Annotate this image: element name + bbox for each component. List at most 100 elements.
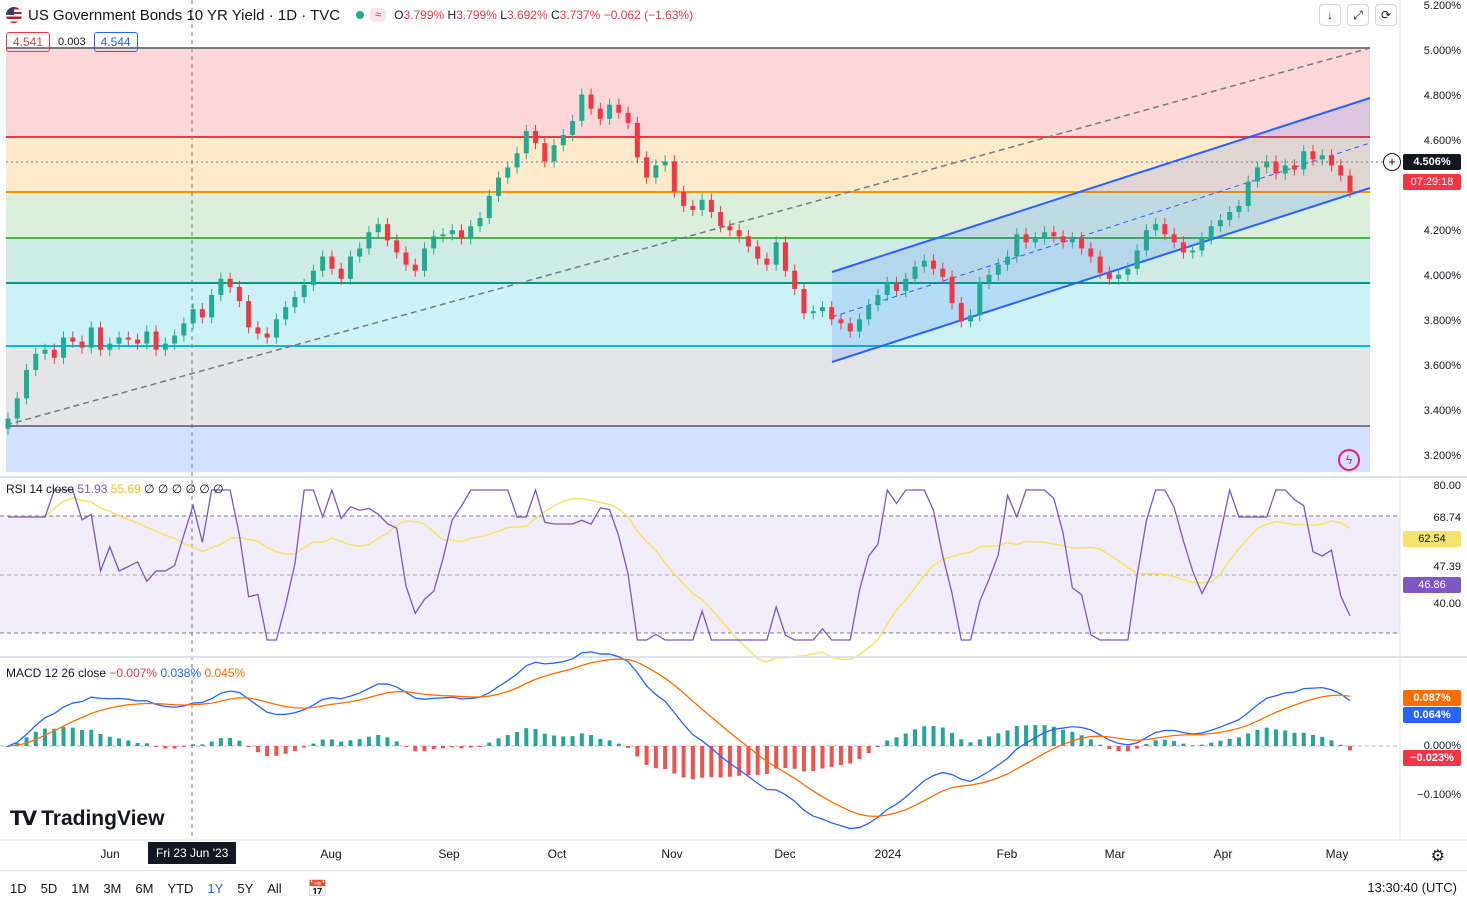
- macd-histogram-bar: [181, 746, 186, 748]
- candle-body: [403, 252, 409, 265]
- utc-clock[interactable]: 13:30:40 (UTC): [1367, 880, 1457, 895]
- candle-body: [116, 337, 122, 344]
- fib-band: [6, 48, 1370, 137]
- macd-histogram-bar: [422, 746, 427, 751]
- candle-body: [1338, 165, 1344, 176]
- candle-body: [755, 246, 761, 259]
- us-flag-icon: [6, 7, 22, 23]
- candle-body: [699, 199, 705, 210]
- timeframe-ytd[interactable]: YTD: [167, 881, 194, 896]
- calendar-icon[interactable]: 📅: [307, 880, 328, 898]
- macd-legend[interactable]: MACD 12 26 close −0.007% 0.038% 0.045%: [6, 666, 246, 680]
- macd-histogram-bar: [1125, 746, 1130, 752]
- main-chart[interactable]: [0, 0, 1467, 870]
- macd-histogram-bar: [274, 746, 279, 756]
- macd-histogram-bar: [1135, 746, 1140, 749]
- rsi-legend[interactable]: RSI 14 close 51.93 55.69 ∅ ∅ ∅ ∅ ∅ ∅: [6, 482, 224, 496]
- candle-body: [394, 240, 400, 253]
- candle-body: [236, 286, 242, 302]
- macd-histogram-bar: [385, 737, 390, 746]
- macd-histogram-bar: [1088, 739, 1093, 746]
- rsi-ma-line: [8, 497, 1351, 663]
- refresh-icon[interactable]: ⟳: [1375, 4, 1397, 26]
- candle-body: [1171, 234, 1177, 243]
- candle-body: [273, 319, 279, 338]
- candle-body: [264, 333, 270, 338]
- approx-badge[interactable]: ≈: [370, 8, 387, 22]
- macd-histogram-bar: [866, 746, 871, 754]
- macd-histogram-bar: [6, 746, 10, 747]
- candle-body: [634, 122, 640, 158]
- crosshair-add-icon[interactable]: +: [1383, 153, 1401, 171]
- candle-body: [1190, 250, 1196, 253]
- timeframe-6m[interactable]: 6M: [135, 881, 154, 896]
- macd-histogram-bar: [366, 736, 371, 746]
- candle-body: [644, 157, 650, 178]
- macd-histogram-bar: [524, 728, 529, 746]
- timeframe-3m[interactable]: 3M: [103, 881, 122, 896]
- ask-box[interactable]: 4.544: [93, 32, 138, 52]
- candle-body: [421, 248, 427, 271]
- candle-body: [24, 369, 30, 399]
- macd-histogram-bar: [1181, 743, 1186, 746]
- candle-body: [227, 278, 233, 287]
- macd-histogram-bar: [43, 728, 48, 746]
- fib-band: [6, 426, 1370, 472]
- market-status-dot: [356, 11, 365, 19]
- candle-body: [875, 295, 881, 306]
- macd-histogram-bar: [1061, 729, 1066, 746]
- time-tick-label: Aug: [320, 847, 342, 861]
- timeframe-5d[interactable]: 5D: [40, 881, 58, 896]
- macd-histogram-bar: [533, 728, 538, 746]
- signal-tag: 0.087%: [1403, 690, 1461, 706]
- macd-histogram-bar: [552, 735, 557, 746]
- lightning-icon[interactable]: ϟ: [1338, 449, 1360, 471]
- macd-histogram-bar: [237, 740, 242, 746]
- candle-body: [921, 260, 927, 267]
- candle-body: [708, 199, 714, 212]
- symbol-title[interactable]: US Government Bonds 10 YR Yield · 1D · T…: [28, 6, 341, 24]
- macd-histogram-bar: [931, 725, 936, 746]
- candle-body: [1180, 242, 1186, 253]
- time-tick-label: Apr: [1213, 847, 1233, 861]
- price-tick-label: 4.000%: [1423, 270, 1461, 282]
- candle-body: [792, 270, 798, 289]
- bid-box[interactable]: 4.541: [6, 32, 51, 52]
- timeframe-1y[interactable]: 1Y: [207, 881, 224, 896]
- candle-body: [523, 131, 529, 154]
- candle-body: [1227, 212, 1233, 221]
- macd-histogram-bar: [89, 729, 94, 746]
- candle-body: [570, 120, 576, 136]
- macd-histogram-bar: [1014, 726, 1019, 746]
- macd-histogram-bar: [1098, 744, 1103, 746]
- expand-icon[interactable]: ⤢: [1347, 4, 1369, 26]
- timeframe-1d[interactable]: 1D: [10, 881, 27, 896]
- candle-body: [764, 258, 770, 265]
- macd-histogram-bar: [1070, 731, 1075, 746]
- macd-histogram-bar: [329, 739, 334, 746]
- arrow-down-icon[interactable]: ↓: [1319, 4, 1341, 26]
- candle-body: [1106, 272, 1112, 279]
- gear-icon[interactable]: ⚙: [1430, 848, 1445, 865]
- tradingview-logo[interactable]: 𝗧𝗩 TradingView: [10, 806, 165, 831]
- macd-histogram-bar: [292, 746, 297, 751]
- timeframe-all[interactable]: All: [267, 881, 282, 896]
- candle-body: [440, 234, 446, 237]
- candle-body: [1116, 274, 1122, 279]
- symbol-header[interactable]: US Government Bonds 10 YR Yield · 1D · T…: [6, 5, 693, 25]
- macd-histogram-bar: [478, 746, 483, 747]
- macd-histogram-bar: [792, 746, 797, 769]
- candle-body: [1282, 165, 1288, 174]
- candle-body: [1264, 161, 1270, 168]
- candle-body: [246, 301, 252, 328]
- fib-band: [6, 192, 1370, 238]
- timeframe-5y[interactable]: 5Y: [237, 881, 254, 896]
- timeframe-1m[interactable]: 1M: [71, 881, 90, 896]
- ohlc-values: O3.799% H3.799% L3.692% C3.737% −0.062 (…: [394, 8, 694, 22]
- macd-histogram-bar: [126, 740, 131, 746]
- candle-body: [1134, 250, 1140, 269]
- macd-histogram-bar: [894, 737, 899, 746]
- candle-body: [190, 309, 196, 324]
- spread-value: 0.003: [58, 36, 86, 48]
- candle-body: [903, 278, 909, 291]
